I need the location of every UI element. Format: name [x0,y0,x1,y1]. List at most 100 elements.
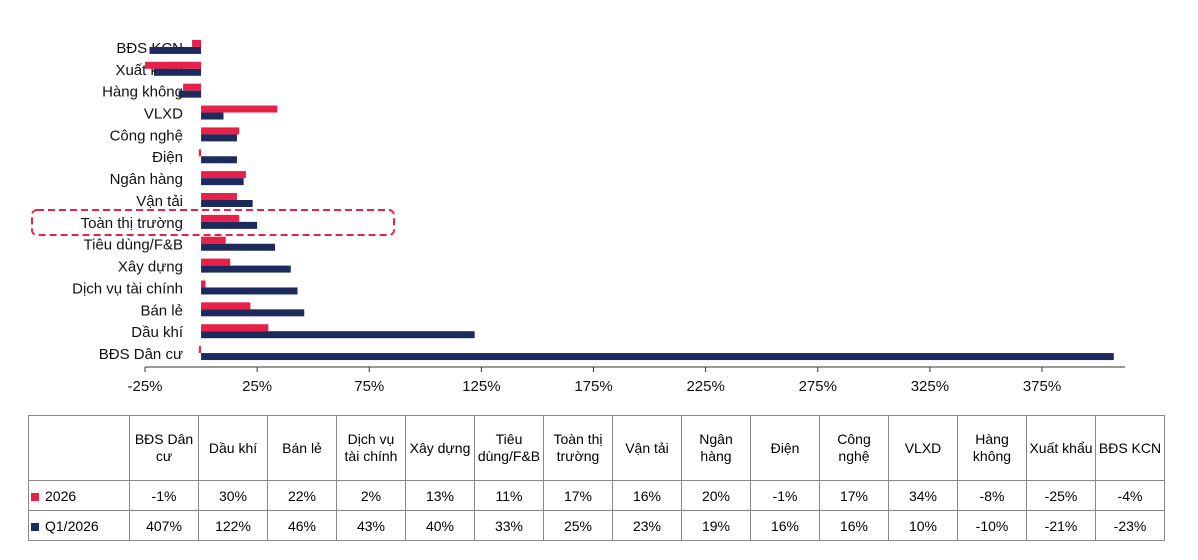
highlight-box [31,209,395,236]
bar [201,200,253,207]
value-cell: 33% [474,510,544,541]
value-cell: -21% [1026,510,1096,541]
x-tick-label: 175% [574,378,612,395]
y-tick-label: Dịch vụ tài chính [72,280,183,297]
bar [198,149,202,157]
data-table: BĐS Dân cư Dầu khí Bán lẻ Dịch vụ tài chính… [28,415,1165,541]
bar [201,258,231,266]
corner-cell [28,415,130,481]
y-tick-label: Vận tải [136,193,183,210]
legend-cell: 2026 [28,480,130,511]
bar [201,302,251,310]
value-cell: 2% [336,480,406,511]
bar [145,61,202,69]
value-cell: -4% [1095,480,1165,511]
bar [201,324,269,332]
category-cell: Điện [750,415,820,481]
category-cell: Hàng không [957,415,1027,481]
x-tick-label: 375% [1023,378,1061,395]
bar [201,134,237,142]
bar [201,236,226,244]
value-cell: 22% [267,480,337,511]
value-cell: 25% [543,510,613,541]
bar [198,346,202,354]
legend-label: Q1/2026 [45,517,99,534]
y-tick-label: Dầu khí [131,324,184,341]
value-cell: -25% [1026,480,1096,511]
value-cell: 46% [267,510,337,541]
bar [192,39,202,47]
value-cell: -8% [957,480,1027,511]
y-tick-label: Bán lẻ [140,302,183,319]
category-cell: Dầu khí [198,415,268,481]
series-row: 2026 -1% 30% 22% 2% 13% 11% 17% 16% 20% -1% 17% 34% -… [28,480,1165,511]
bar [201,105,278,113]
value-cell: -1% [750,480,820,511]
legend-cell: Q1/2026 [28,510,130,541]
category-cell: Dịch vụ tài chính [336,415,406,481]
bar [183,83,202,91]
category-cell: VLXD [888,415,958,481]
bar [201,127,240,135]
value-cell: 30% [198,480,268,511]
y-tick-label: Công nghệ [110,127,183,144]
y-tick-label: Điện [152,149,183,166]
category-cell: Tiêu dùng/F&B [474,415,544,481]
value-cell: 10% [888,510,958,541]
legend-label: 2026 [45,487,77,504]
value-cell: 122% [198,510,268,541]
value-cell: 11% [474,480,544,511]
x-tick-label: 325% [911,378,949,395]
x-tick-label: 125% [462,378,500,395]
bar [201,178,244,186]
bar [201,171,246,179]
x-tick-label: 75% [354,378,384,395]
header-row: BĐS Dân cư Dầu khí Bán lẻ Dịch vụ tài chính… [28,415,1165,481]
value-cell: 19% [681,510,751,541]
value-cell: 34% [888,480,958,511]
value-cell: 407% [129,510,199,541]
y-tick-label: Toàn thị trường [81,215,183,232]
value-cell: 17% [543,480,613,511]
value-cell: 43% [336,510,406,541]
category-cell: Công nghệ [819,415,889,481]
bar [201,112,224,120]
bar [201,280,206,288]
x-tick-label: 275% [799,378,837,395]
category-cell: BĐS Dân cư [129,415,199,481]
bar [201,331,475,339]
series-row: Q1/2026 407% 122% 46% 43% 40% 33% 25% 23% 19% 16% 1… [28,510,1165,541]
bar [149,46,202,54]
y-tick-label: Tiêu dùng/F&B [84,237,184,254]
bar [201,265,291,273]
category-cell: Toàn thị trường [543,415,613,481]
bar [201,221,258,229]
category-cell: Ngân hàng [681,415,751,481]
value-cell: 16% [750,510,820,541]
y-tick-label: BĐS Dân cư [99,346,183,363]
value-cell: 16% [819,510,889,541]
category-cell: Xuất khẩu [1026,415,1096,481]
legend-swatch [31,522,39,531]
value-cell: -10% [957,510,1027,541]
bar [201,243,276,251]
value-cell: -23% [1095,510,1165,541]
bar [201,353,1114,361]
category-cell: Vận tải [612,415,682,481]
value-cell: 17% [819,480,889,511]
value-cell: -1% [129,480,199,511]
bar [201,156,237,164]
chart: BĐS Dân cư Dầu khí Bán lẻ Dịch vụ tài chính… [31,39,1125,395]
bar [201,214,240,222]
x-tick-label: -25% [127,378,162,395]
y-tick-label: Hàng không [102,84,183,101]
bar [153,68,202,76]
category-cell: Bán lẻ [267,415,337,481]
value-cell: 23% [612,510,682,541]
value-cell: 16% [612,480,682,511]
bar [178,90,202,98]
legend-swatch [31,492,39,501]
y-tick-label: Xây dựng [118,259,183,276]
y-tick-label: Ngân hàng [110,171,183,188]
